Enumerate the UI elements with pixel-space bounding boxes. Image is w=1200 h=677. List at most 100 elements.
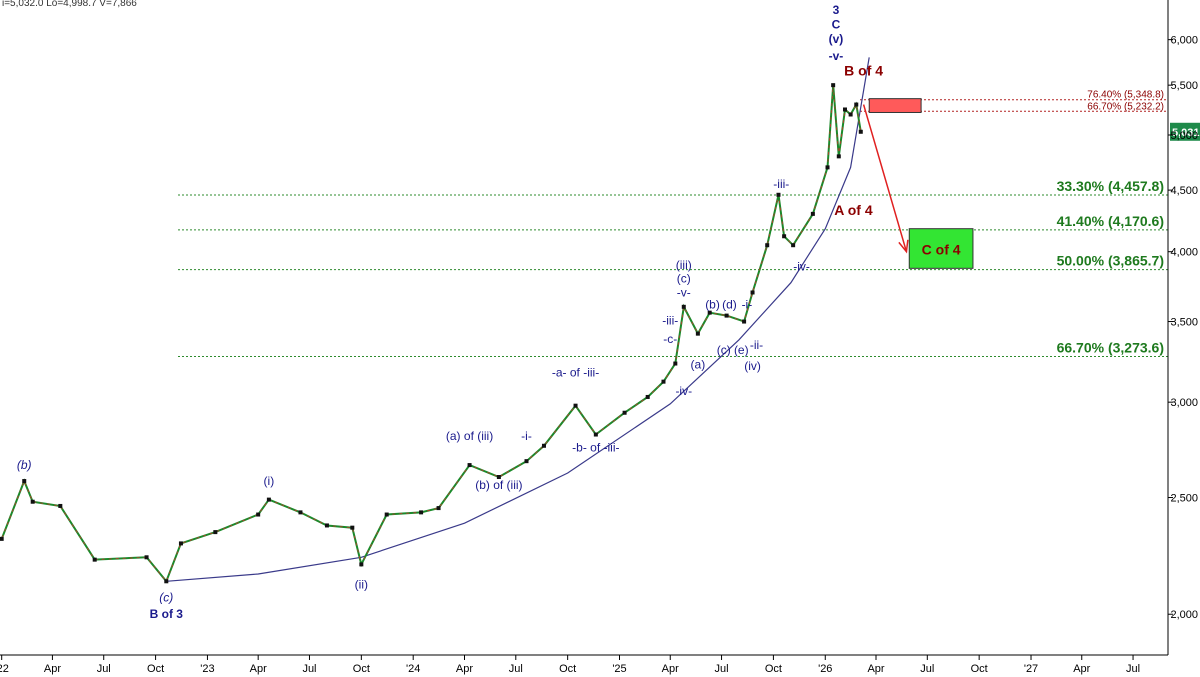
projection-arrow [862, 104, 909, 254]
price-point [724, 313, 729, 318]
x-tick-label: Jul [97, 663, 111, 675]
price-point [324, 523, 329, 528]
wave-label: (b) [705, 297, 720, 311]
price-point [750, 290, 755, 295]
y-tick-label: 5,500 [1170, 80, 1198, 92]
y-tick-label: 3,000 [1170, 397, 1198, 409]
target-box [868, 98, 922, 113]
wave-label: (d) [722, 297, 737, 311]
wave-label: (c) [677, 272, 691, 286]
wave-label: -v- [829, 49, 844, 63]
wave-label: -ii- [750, 338, 763, 352]
wave-label: 3 [833, 3, 840, 17]
wave-label: -i- [742, 297, 753, 311]
price-point [213, 530, 218, 535]
y-tick-label: 2,500 [1170, 493, 1198, 505]
price-point [573, 403, 578, 408]
x-tick-label: Jul [715, 663, 729, 675]
last-price-label: 5,031 [1172, 127, 1200, 139]
fib-label-green: 41.40% (4,170.6) [1057, 213, 1164, 229]
x-tick-label: Oct [147, 663, 164, 675]
price-line-bars [0, 85, 862, 583]
target-boxes: C of 4 5,031 [868, 98, 1200, 269]
wave-label: (c) [159, 590, 173, 604]
wave-label: (c) [717, 343, 731, 357]
price-point [92, 557, 97, 562]
last-price-badge [1170, 122, 1200, 141]
target-box [908, 228, 974, 269]
parabolic-curve [166, 57, 870, 582]
price-point [144, 555, 149, 560]
x-tick-label: Apr [456, 663, 473, 675]
price-point [22, 479, 27, 484]
price-point [776, 192, 781, 197]
wave-label: -i- [521, 429, 532, 443]
x-tick-label: Jul [1126, 663, 1140, 675]
x-tick-label: Apr [867, 663, 884, 675]
price-point [681, 304, 686, 309]
price-point [496, 475, 501, 480]
wave-label: -a- of -iii- [552, 366, 599, 380]
wave-label: (b) [17, 458, 32, 472]
price-series [0, 83, 863, 584]
price-point [178, 541, 183, 546]
price-point [541, 443, 546, 448]
price-point [825, 165, 830, 170]
x-tick-label: Apr [1073, 663, 1090, 675]
x-tick-label: Apr [250, 663, 267, 675]
projection-line [862, 104, 908, 252]
ohlc-readout: i=5,032.0 Lo=4,998.7 V=7,866 [2, 0, 137, 9]
wave-label: -v- [677, 286, 691, 300]
wave-label: -iii- [662, 314, 678, 328]
x-tick-label: Apr [44, 663, 61, 675]
price-point [836, 154, 841, 159]
price-point [858, 129, 863, 134]
x-tick-label: Oct [353, 663, 370, 675]
price-point [810, 211, 815, 216]
price-point [524, 459, 529, 464]
price-point [661, 379, 666, 384]
price-point [854, 102, 859, 107]
wave-label: (b) of (iii) [475, 478, 522, 492]
wave-label: (e) [734, 343, 749, 357]
price-point [645, 394, 650, 399]
wave-label: (ii) [355, 578, 368, 592]
x-tick-label: '27 [1024, 663, 1038, 675]
fib-label-green: 33.30% (4,457.8) [1057, 178, 1164, 194]
wave-label: (iii) [676, 258, 692, 272]
y-tick-label: 5,000 [1170, 130, 1198, 142]
price-point [831, 83, 836, 88]
wave-label: -iv- [793, 259, 810, 273]
y-tick-label: 2,000 [1170, 609, 1198, 621]
x-tick-label: Jul [302, 663, 316, 675]
fib-label-red: 66.70% (5,232.2) [1087, 101, 1164, 112]
wave-label: (a) [691, 357, 706, 371]
y-tick-label: 3,500 [1170, 317, 1198, 329]
price-point [58, 503, 63, 508]
price-point [467, 463, 472, 468]
x-tick-label: '22 [0, 663, 9, 675]
price-line [0, 85, 862, 584]
price-point [782, 234, 787, 239]
x-tick-label: Apr [662, 663, 679, 675]
x-tick-label: '24 [406, 663, 420, 675]
price-point [384, 512, 389, 517]
price-point [848, 112, 853, 117]
wave-label: (iv) [744, 359, 761, 373]
price-point [593, 432, 598, 437]
wave-label-red: B of 4 [844, 63, 883, 79]
curve-line [166, 57, 870, 582]
price-point [707, 310, 712, 315]
price-point [742, 319, 747, 324]
x-tick-label: Jul [509, 663, 523, 675]
price-point [30, 499, 35, 504]
wave-labels: (b) (c) B of 3 (i) (ii) (a) of (iii) -i- (b) of… [17, 3, 883, 621]
price-point [695, 331, 700, 336]
wave-label: C [832, 17, 841, 31]
price-point [765, 243, 770, 248]
fib-label-green: 66.70% (3,273.6) [1057, 340, 1164, 356]
price-point [256, 512, 261, 517]
price-point [436, 506, 441, 511]
